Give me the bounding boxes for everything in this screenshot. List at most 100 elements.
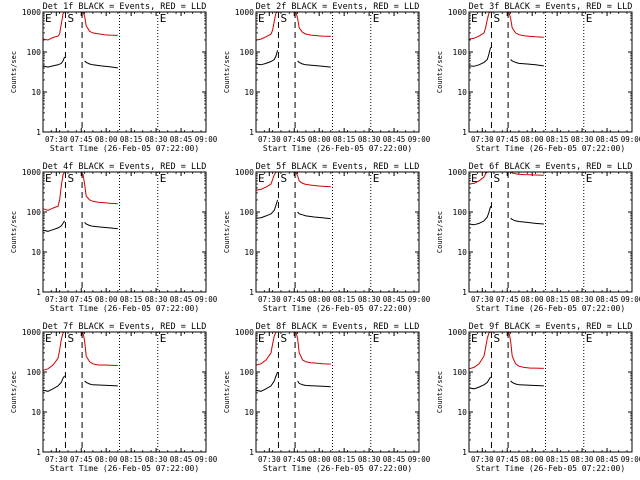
x-tick-label: 08:45 xyxy=(170,295,193,304)
y-tick-label: 1 xyxy=(249,448,254,457)
marker-label: S xyxy=(280,332,287,345)
y-tick-label: 1 xyxy=(462,448,467,457)
events-series-line xyxy=(42,375,66,392)
y-tick-label: 1000 xyxy=(448,8,467,17)
x-tick-label: 08:15 xyxy=(333,295,356,304)
chart-panel: Det 1f BLACK = Events, RED = LLD 1 10 100 10… xyxy=(10,2,218,153)
marker-label: E xyxy=(45,12,52,25)
lld-series-line xyxy=(42,11,65,41)
lld-series-line xyxy=(42,331,65,371)
x-tick-label: 07:45 xyxy=(283,295,306,304)
x-tick-label: 08:00 xyxy=(521,135,544,144)
chart-panel: Det 7f BLACK = Events, RED = LLD 1 10 100 10… xyxy=(10,322,218,473)
chart-panel: Det 2f BLACK = Events, RED = LLD 1 10 100 10… xyxy=(223,2,431,153)
chart-panel: Det 5f BLACK = Events, RED = LLD 1 10 100 10… xyxy=(223,162,431,313)
x-tick-label: 08:30 xyxy=(571,455,594,464)
marker-label: E xyxy=(373,172,380,185)
chart-title: Det 5f BLACK = Events, RED = LLD xyxy=(256,162,420,172)
x-tick-label: 07:30 xyxy=(471,135,494,144)
lld-series-line xyxy=(508,331,544,369)
x-tick-label: 08:45 xyxy=(383,295,406,304)
x-tick-label: 08:45 xyxy=(596,295,619,304)
events-series-line xyxy=(468,376,492,390)
x-tick-label: 07:30 xyxy=(471,455,494,464)
x-tick-label: 08:15 xyxy=(546,295,569,304)
chart-title: Det 9f BLACK = Events, RED = LLD xyxy=(469,322,633,332)
x-tick-label: 08:15 xyxy=(546,455,569,464)
y-tick-label: 100 xyxy=(27,208,42,217)
y-tick-label: 1 xyxy=(36,448,41,457)
x-axis-label: Start Time (26-Feb-05 07:22:00) xyxy=(476,144,625,153)
marker-label: S xyxy=(280,172,287,185)
y-tick-label: 1 xyxy=(249,128,254,137)
x-axis-label: Start Time (26-Feb-05 07:22:00) xyxy=(50,144,199,153)
y-axis-label: Counts/sec xyxy=(10,211,18,253)
y-tick-label: 100 xyxy=(240,208,255,217)
chart-title: Det 2f BLACK = Events, RED = LLD xyxy=(256,2,420,12)
x-tick-label: 07:45 xyxy=(70,455,93,464)
x-axis-label: Start Time (26-Feb-05 07:22:00) xyxy=(476,304,625,313)
chart-title: Det 8f BLACK = Events, RED = LLD xyxy=(256,322,420,332)
events-series-line xyxy=(297,380,331,388)
y-tick-label: 10 xyxy=(31,88,41,97)
x-tick-label: 08:00 xyxy=(308,455,331,464)
x-axis-label: Start Time (26-Feb-05 07:22:00) xyxy=(50,304,199,313)
events-series-line xyxy=(510,380,544,387)
chart-title: Det 4f BLACK = Events, RED = LLD xyxy=(43,162,207,172)
y-tick-label: 10 xyxy=(31,408,41,417)
y-axis-label: Counts/sec xyxy=(223,371,231,413)
events-series-line xyxy=(510,217,544,225)
marker-label: E xyxy=(586,172,593,185)
x-tick-label: 07:30 xyxy=(45,295,68,304)
lld-series-line xyxy=(295,171,331,188)
lld-series-line xyxy=(255,331,278,366)
chart-title: Det 3f BLACK = Events, RED = LLD xyxy=(469,2,633,12)
y-axis-label: Counts/sec xyxy=(10,371,18,413)
x-tick-label: 08:30 xyxy=(145,295,168,304)
x-tick-label: 08:00 xyxy=(95,135,118,144)
plot-frame xyxy=(468,11,633,133)
marker-label: E xyxy=(586,332,593,345)
plot-frame xyxy=(468,331,633,453)
marker-label: S xyxy=(67,12,74,25)
marker-label: E xyxy=(258,172,265,185)
y-tick-label: 1000 xyxy=(448,168,467,177)
marker-label: S xyxy=(493,12,500,25)
marker-label: E xyxy=(160,12,167,25)
x-tick-label: 07:30 xyxy=(45,455,68,464)
marker-label: S xyxy=(493,332,500,345)
x-tick-label: 09:00 xyxy=(621,135,640,144)
x-tick-label: 08:45 xyxy=(170,455,193,464)
y-tick-label: 100 xyxy=(240,48,255,57)
marker-label: E xyxy=(373,332,380,345)
lld-series-line xyxy=(42,171,66,211)
x-tick-label: 07:45 xyxy=(70,135,93,144)
chart-panel: Det 8f BLACK = Events, RED = LLD 1 10 100 10… xyxy=(223,322,431,473)
marker-label: S xyxy=(67,332,74,345)
marker-label: E xyxy=(471,172,478,185)
marker-label: E xyxy=(586,12,593,25)
plot-frame xyxy=(42,171,207,293)
y-tick-label: 1000 xyxy=(22,328,41,337)
x-tick-label: 08:45 xyxy=(383,455,406,464)
y-tick-label: 10 xyxy=(244,88,254,97)
x-tick-label: 07:30 xyxy=(471,295,494,304)
y-axis-label: Counts/sec xyxy=(436,371,444,413)
y-tick-label: 1 xyxy=(462,288,467,297)
x-tick-label: 08:15 xyxy=(333,135,356,144)
marker-label: S xyxy=(67,172,74,185)
x-tick-label: 08:45 xyxy=(170,135,193,144)
marker-label: E xyxy=(471,12,478,25)
plot-frame xyxy=(255,331,420,453)
y-tick-label: 100 xyxy=(453,368,468,377)
x-tick-label: 08:00 xyxy=(95,455,118,464)
x-tick-label: 07:30 xyxy=(258,455,281,464)
x-tick-label: 08:45 xyxy=(596,455,619,464)
events-series-line xyxy=(297,60,331,68)
marker-label: E xyxy=(45,332,52,345)
marker-label: S xyxy=(280,12,287,25)
chart-title: Det 1f BLACK = Events, RED = LLD xyxy=(43,2,207,12)
chart-title: Det 6f BLACK = Events, RED = LLD xyxy=(469,162,633,172)
lld-series-line xyxy=(82,331,118,366)
